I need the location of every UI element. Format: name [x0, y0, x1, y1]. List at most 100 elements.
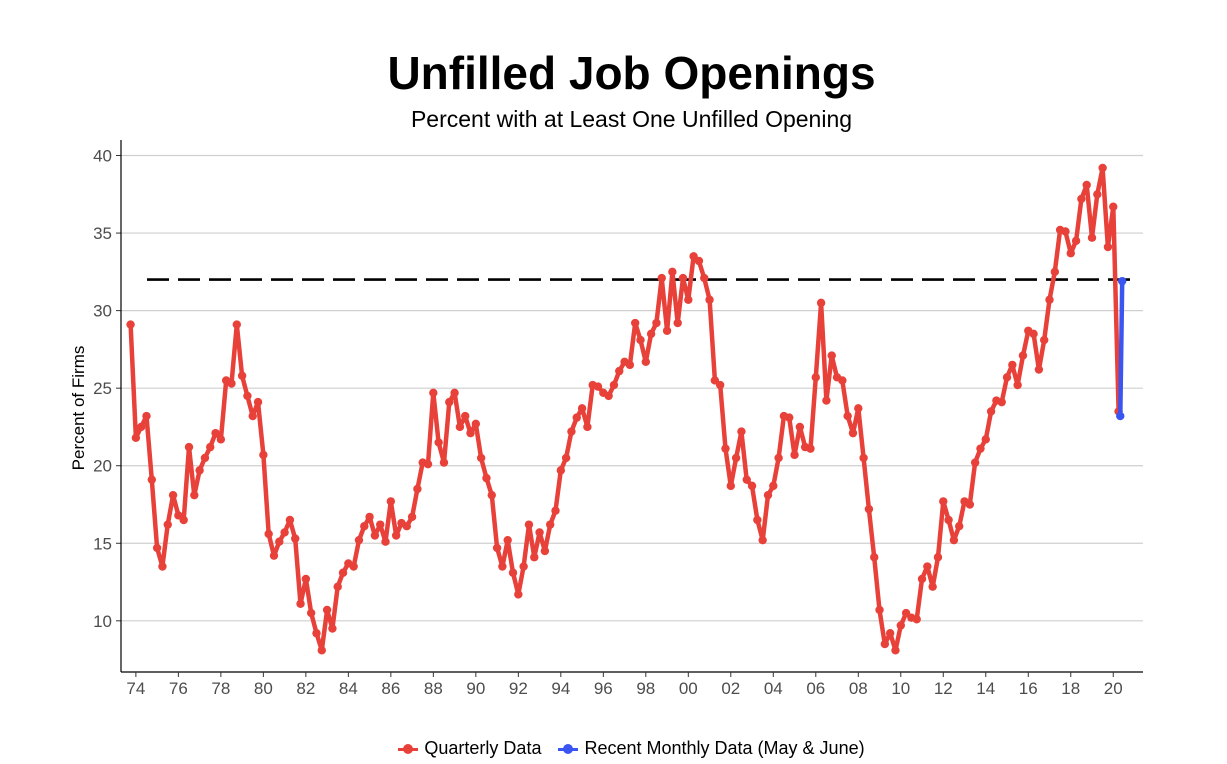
data-point-quarterly: [381, 537, 390, 546]
x-tick-label: 08: [849, 679, 868, 698]
chart-subtitle: Percent with at Least One Unfilled Openi…: [410, 106, 853, 132]
data-point-quarterly: [498, 562, 507, 571]
data-point-quarterly: [1018, 351, 1028, 360]
data-point-quarterly: [986, 407, 996, 416]
data-point-monthly: [1117, 276, 1127, 286]
x-tick-label: 82: [296, 679, 315, 698]
data-point-quarterly: [896, 621, 905, 630]
data-point-quarterly: [131, 433, 141, 442]
data-point-quarterly: [827, 351, 836, 360]
data-point-quarterly: [875, 605, 884, 615]
data-point-quarterly: [997, 397, 1006, 407]
x-tick-label: 20: [1104, 679, 1123, 698]
data-point-quarterly: [646, 329, 656, 339]
x-tick-label: 78: [211, 679, 230, 698]
data-point-quarterly: [168, 490, 178, 500]
y-tick-label: 15: [93, 534, 112, 553]
data-point-quarterly: [1077, 194, 1086, 204]
data-point-quarterly: [949, 535, 959, 545]
data-point-quarterly: [816, 298, 826, 308]
data-point-quarterly: [365, 512, 374, 522]
data-point-quarterly: [1050, 267, 1060, 277]
series-line-quarterly: [128, 165, 1121, 653]
x-tick-label: 98: [636, 679, 655, 698]
data-point-quarterly: [917, 574, 927, 584]
data-point-quarterly: [349, 562, 358, 571]
data-point-quarterly: [179, 515, 188, 525]
data-point-quarterly: [1034, 365, 1044, 374]
y-tick-label: 10: [93, 612, 112, 631]
data-point-quarterly: [843, 411, 852, 421]
series-group: [126, 163, 1127, 655]
data-point-quarterly: [1039, 335, 1049, 345]
data-point-quarterly: [657, 273, 666, 283]
x-tick-label: 94: [551, 679, 570, 698]
data-point-quarterly: [439, 458, 449, 467]
data-point-quarterly: [206, 442, 215, 452]
series-line-monthly: [1118, 278, 1125, 419]
x-tick-label: 18: [1061, 679, 1080, 698]
data-point-quarterly: [461, 411, 470, 421]
data-point-quarterly: [763, 490, 773, 500]
data-point-quarterly: [790, 450, 799, 460]
chart-title: Unfilled Job Openings: [387, 47, 876, 99]
data-point-quarterly: [508, 568, 518, 577]
data-point-quarterly: [1066, 249, 1075, 258]
data-point-quarterly: [774, 453, 783, 463]
data-point-quarterly: [136, 422, 146, 432]
data-point-quarterly: [981, 435, 990, 444]
y-tick-label: 30: [93, 302, 112, 321]
x-tick-label: 02: [721, 679, 740, 698]
data-point-monthly: [1116, 411, 1125, 421]
legend-item-monthly: Recent Monthly Data (May & June): [558, 738, 865, 759]
data-point-quarterly: [471, 419, 481, 429]
axes: 10 15 20 25 30 35 40 74 76 78 80 82 84 86 88 90 92 94 96 98…: [93, 140, 1143, 698]
data-point-quarterly: [1061, 227, 1070, 236]
data-point-quarterly: [455, 422, 465, 432]
data-point-quarterly: [391, 531, 401, 540]
x-tick-label: 76: [169, 679, 188, 698]
data-point-quarterly: [795, 422, 805, 432]
data-point-quarterly: [184, 442, 194, 452]
data-point-quarterly: [1045, 295, 1054, 304]
data-point-quarterly: [928, 582, 937, 591]
x-tick-label: 96: [594, 679, 613, 698]
data-point-quarterly: [147, 475, 157, 484]
data-point-quarterly: [360, 522, 369, 531]
data-point-quarterly: [609, 380, 619, 390]
x-tick-label: 80: [254, 679, 273, 698]
x-tick-label: 06: [806, 679, 825, 698]
data-point-quarterly: [338, 568, 348, 577]
data-point-quarterly: [126, 320, 135, 329]
data-point-quarterly: [811, 373, 820, 382]
data-point-quarterly: [864, 504, 874, 514]
data-point-quarterly: [970, 458, 980, 467]
legend-item-quarterly: Quarterly Data: [398, 738, 541, 759]
data-point-quarterly: [870, 553, 879, 562]
data-point-quarterly: [641, 357, 651, 366]
data-point-quarterly: [248, 411, 257, 421]
data-point-quarterly: [880, 639, 890, 649]
data-point-quarterly: [407, 512, 417, 522]
data-point-quarterly: [668, 267, 677, 277]
data-point-quarterly: [285, 515, 295, 525]
data-point-quarterly: [163, 520, 172, 529]
data-point-quarterly: [731, 453, 741, 463]
data-point-quarterly: [923, 562, 932, 571]
y-tick-label: 25: [93, 379, 112, 398]
data-point-quarterly: [577, 404, 587, 413]
data-point-quarterly: [593, 382, 603, 391]
data-point-quarterly: [524, 520, 534, 529]
data-point-quarterly: [684, 295, 693, 304]
data-point-quarterly: [312, 629, 321, 638]
x-tick-label: 16: [1019, 679, 1038, 698]
data-point-quarterly: [445, 397, 454, 407]
data-point-quarterly: [976, 444, 985, 453]
data-point-quarterly: [402, 522, 411, 531]
data-point-quarterly: [450, 388, 459, 398]
data-point-quarterly: [965, 500, 975, 509]
data-point-quarterly: [333, 582, 342, 591]
data-point-quarterly: [216, 435, 226, 444]
data-point-quarterly: [1109, 202, 1118, 211]
data-point-quarterly: [838, 376, 847, 385]
